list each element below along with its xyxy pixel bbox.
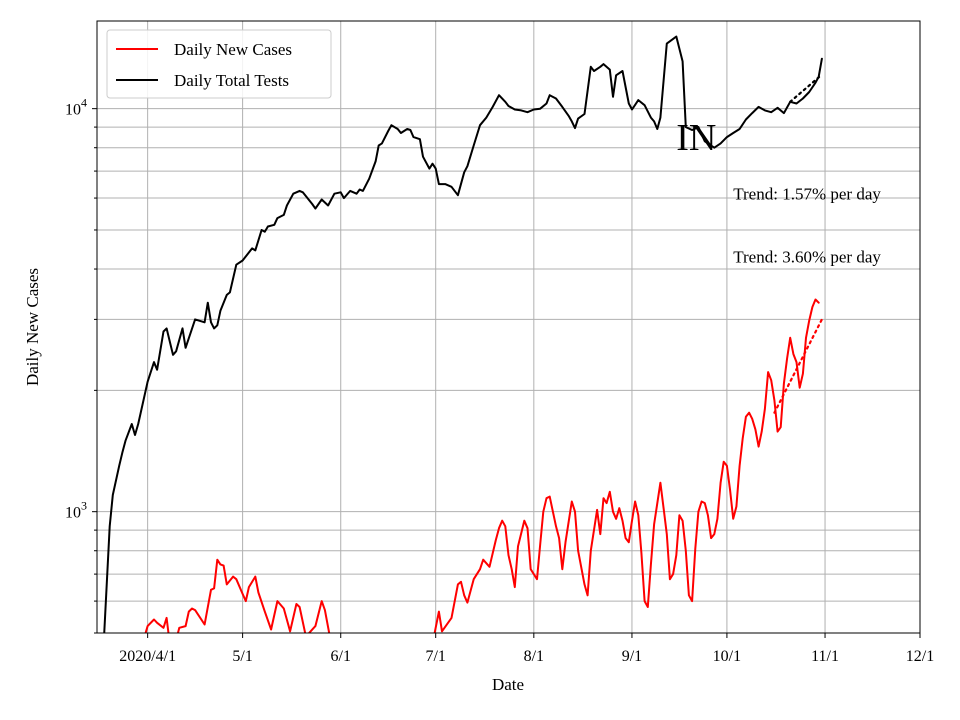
legend-label: Daily Total Tests — [174, 71, 289, 90]
legend-label: Daily New Cases — [174, 40, 292, 59]
y-tick-label-exponent: 3 — [81, 499, 87, 513]
trend-line-3 — [773, 318, 824, 414]
state-label: IN — [676, 117, 716, 159]
x-tick-label: 10/1 — [713, 648, 741, 665]
x-tick-label: 11/1 — [811, 648, 839, 665]
x-tick-label: 8/1 — [524, 648, 544, 665]
ticks: 2020/4/1 5/1 6/1 7/1 8/1 9/1 10/1 11/1 12/110310… — [65, 96, 934, 665]
plot-background — [97, 21, 920, 633]
x-tick-label: 5/1 — [232, 648, 252, 665]
trend-line-2 — [789, 73, 824, 103]
y-tick-label-exponent: 4 — [81, 96, 87, 110]
y-tick-label-base: 10 — [65, 102, 81, 119]
series-line-0 — [103, 35, 823, 633]
series-line-1 — [144, 298, 820, 633]
legend-box — [106, 29, 332, 99]
x-tick-label: 7/1 — [425, 648, 445, 665]
x-tick-label: 2020/4/1 — [119, 648, 176, 665]
y-tick-label-base: 10 — [65, 505, 81, 522]
x-tick-label: 9/1 — [622, 648, 642, 665]
plot-frame — [96, 20, 921, 634]
trend-annotation: Trend: 3.60% per day — [733, 248, 881, 267]
legend: Daily New Cases Daily Total Tests — [106, 29, 332, 99]
series-layer — [103, 35, 824, 633]
y-tick-label: 104 — [65, 96, 87, 119]
y-axis-label: Daily New Cases — [23, 268, 42, 386]
y-tick-label: 103 — [65, 499, 87, 522]
annotations: Trend: 1.57% per day Trend: 3.60% per day… — [676, 117, 881, 267]
x-tick-label: 6/1 — [331, 648, 351, 665]
trend-annotation: Trend: 1.57% per day — [733, 185, 881, 204]
x-axis-label: Date — [492, 675, 524, 694]
x-tick-label: 12/1 — [906, 648, 934, 665]
